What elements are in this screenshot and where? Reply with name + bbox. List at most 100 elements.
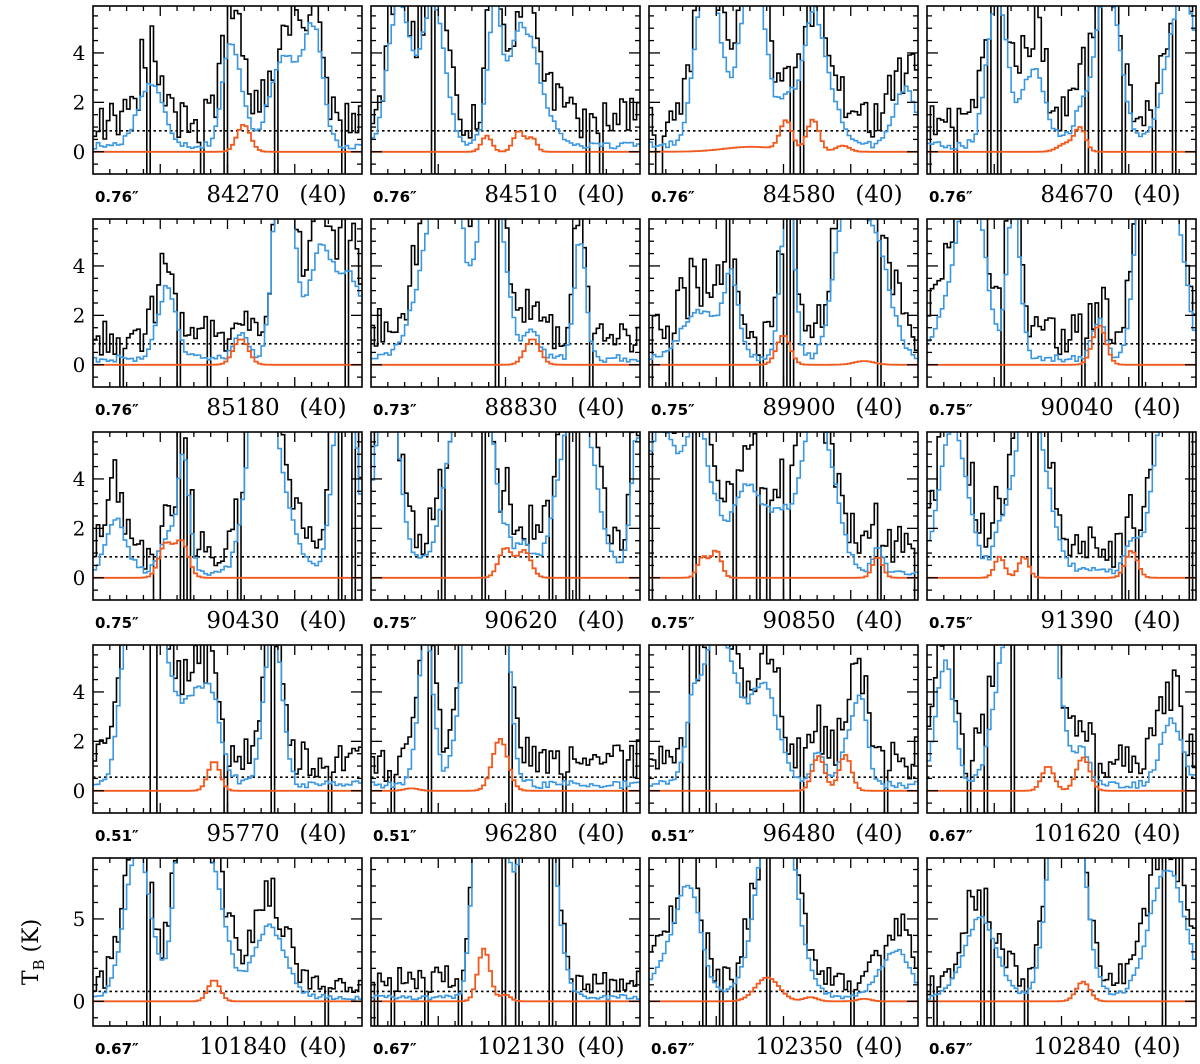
y-tick-label: 0 <box>73 779 86 803</box>
molecule-model-spectrum <box>371 947 640 1003</box>
molecule-model-spectrum <box>927 550 1196 579</box>
full-model-spectrum <box>371 219 640 363</box>
molecule-model-spectrum <box>371 738 640 792</box>
molecule-model-spectrum <box>93 338 362 366</box>
plot-area <box>649 432 918 600</box>
full-model-spectrum <box>93 645 362 789</box>
panel-84270: 0 2 4 0.76″ 84270 (40) <box>73 5 363 208</box>
frequency-label: 96480 <box>762 821 835 847</box>
observed-spectrum <box>927 645 1196 813</box>
plot-area <box>93 858 362 1026</box>
molecule-model-spectrum <box>927 126 1196 153</box>
y-tick-label: 0 <box>73 989 86 1013</box>
frequency-label: 90850 <box>762 608 835 634</box>
y-tick-label: 4 <box>73 41 86 65</box>
plot-area <box>649 219 918 387</box>
panel-89900: 0.75″ 89900 (40) <box>648 218 919 421</box>
frequency-label: 96280 <box>484 821 557 847</box>
y-axis-label: TB (K) <box>19 919 48 985</box>
y-tick-label: 5 <box>73 907 86 931</box>
observed-spectrum <box>927 432 1194 600</box>
frequency-label: 85180 <box>206 395 279 421</box>
observed-spectrum <box>371 219 640 387</box>
plot-area <box>927 858 1196 1026</box>
beam-size-label: 0.51″ <box>373 827 417 845</box>
molecule-model-spectrum <box>93 761 362 792</box>
observed-spectrum <box>93 645 362 813</box>
width-label: (40) <box>855 608 902 634</box>
width-label: (40) <box>855 395 902 421</box>
width-label: (40) <box>577 1034 624 1060</box>
molecule-model-spectrum <box>649 976 918 1003</box>
width-label: (40) <box>855 1034 902 1060</box>
width-label: (40) <box>577 608 624 634</box>
full-model-spectrum <box>93 22 362 150</box>
panel-88830: 0.73″ 88830 (40) <box>370 218 641 421</box>
panel-102130: 0.67″ 102130 (40) <box>370 857 641 1060</box>
molecule-model-spectrum <box>927 980 1196 1003</box>
full-model-spectrum <box>927 432 1160 575</box>
width-label: (40) <box>577 182 624 208</box>
width-label: (40) <box>299 608 346 634</box>
width-label: (40) <box>1133 395 1180 421</box>
panel-102840: 0.67″ 102840 (40) <box>926 857 1197 1060</box>
molecule-model-spectrum <box>371 130 640 153</box>
molecule-model-spectrum <box>927 756 1196 792</box>
full-model-spectrum <box>927 219 1196 363</box>
beam-size-label: 0.75″ <box>929 401 973 419</box>
molecule-model-spectrum <box>649 118 918 153</box>
panel-96480: 0.51″ 96480 (40) <box>648 644 919 847</box>
full-model-spectrum <box>927 858 1196 1000</box>
beam-size-label: 0.76″ <box>373 188 417 206</box>
molecule-model-spectrum <box>93 979 362 1003</box>
frequency-label: 84670 <box>1040 182 1113 208</box>
molecule-model-spectrum <box>93 539 362 579</box>
plot-area <box>927 219 1196 387</box>
width-label: (40) <box>299 395 346 421</box>
full-model-spectrum <box>371 6 640 150</box>
observed-spectrum <box>927 219 1196 387</box>
plot-area <box>93 219 362 387</box>
molecule-model-spectrum <box>649 754 918 792</box>
width-label: (40) <box>1133 608 1180 634</box>
full-model-spectrum <box>93 858 362 1001</box>
panel-101620: 0.67″ 101620 (40) <box>926 644 1197 847</box>
beam-size-label: 0.75″ <box>95 614 139 632</box>
molecule-model-spectrum <box>649 549 918 579</box>
frequency-label: 102350 <box>755 1034 843 1060</box>
beam-size-label: 0.67″ <box>929 1040 973 1058</box>
width-label: (40) <box>299 1034 346 1060</box>
full-model-spectrum <box>371 645 640 789</box>
panel-90430: 0 2 4 0.75″ 90430 (40) <box>73 431 363 634</box>
observed-spectrum <box>371 432 640 600</box>
y-tick-label: 4 <box>73 680 86 704</box>
molecule-model-spectrum <box>649 335 918 366</box>
observed-spectrum <box>371 645 640 813</box>
y-tick-label: 2 <box>73 90 86 114</box>
y-tick-label: 2 <box>73 516 86 540</box>
width-label: (40) <box>1133 182 1180 208</box>
observed-spectrum <box>93 219 362 387</box>
molecule-model-spectrum <box>371 338 640 366</box>
beam-size-label: 0.51″ <box>651 827 695 845</box>
beam-size-label: 0.67″ <box>651 1040 695 1058</box>
full-model-spectrum <box>649 858 918 1000</box>
panel-102350: 0.67″ 102350 (40) <box>648 857 919 1060</box>
y-tick-label: 4 <box>73 254 86 278</box>
plot-area <box>927 645 1196 813</box>
beam-size-label: 0.76″ <box>95 188 139 206</box>
frequency-label: 84580 <box>762 182 835 208</box>
observed-spectrum <box>929 6 1194 174</box>
plot-area <box>371 219 640 387</box>
frequency-label: 88830 <box>484 395 557 421</box>
plot-area <box>93 645 362 813</box>
y-tick-label: 0 <box>73 353 86 377</box>
frequency-label: 91390 <box>1040 608 1113 634</box>
width-label: (40) <box>577 821 624 847</box>
full-model-spectrum <box>649 6 918 149</box>
observed-spectrum <box>649 858 918 1026</box>
panel-90040: 0.75″ 90040 (40) <box>926 218 1197 421</box>
frequency-label: 95770 <box>206 821 279 847</box>
y-tick-label: 2 <box>73 729 86 753</box>
